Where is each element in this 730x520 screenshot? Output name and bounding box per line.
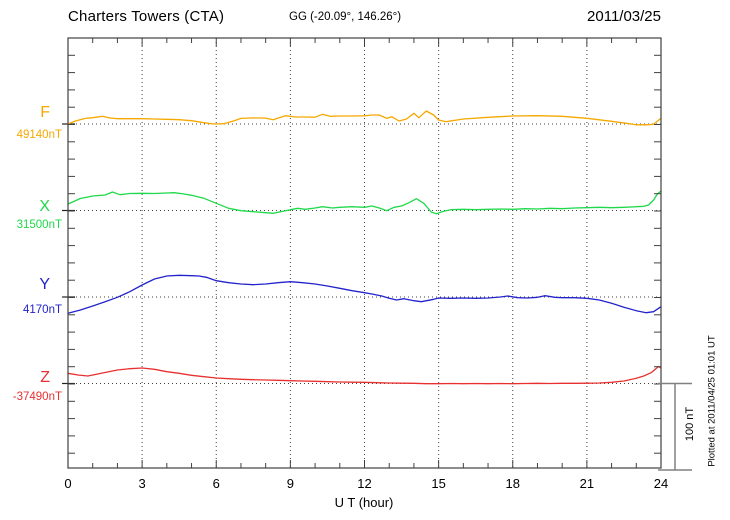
station-title: Charters Towers (CTA) bbox=[68, 8, 225, 25]
plot-timestamp-note: Plotted at 2011/04/25 01:01 UT bbox=[706, 335, 718, 467]
x-axis-tick-label: 15 bbox=[431, 476, 446, 491]
component-baseline-y: 4170nT bbox=[22, 304, 62, 316]
component-letter-f: F bbox=[40, 104, 50, 121]
x-axis-tick-label: 12 bbox=[357, 476, 372, 491]
x-axis-tick-label: 6 bbox=[212, 476, 220, 491]
component-letter-z: Z bbox=[40, 369, 50, 386]
x-axis-tick-label: 9 bbox=[286, 476, 294, 491]
x-axis-tick-label: 21 bbox=[579, 476, 595, 491]
x-axis-tick-label: 3 bbox=[138, 476, 146, 491]
x-axis-tick-label: 24 bbox=[653, 476, 669, 491]
component-letter-y: Y bbox=[39, 276, 50, 293]
component-baseline-z: -37490nT bbox=[12, 391, 62, 403]
x-axis-tick-label: 0 bbox=[64, 476, 72, 491]
component-label-x: X 31500nT bbox=[0, 199, 62, 232]
geographic-coordinates: GG (-20.09°, 146.26°) bbox=[289, 11, 402, 23]
scale-bar-label: 100 nT bbox=[684, 406, 696, 442]
component-label-y: Y 4170nT bbox=[0, 277, 62, 317]
plot-date: 2011/03/25 bbox=[587, 8, 661, 25]
x-axis-tick-label: 18 bbox=[505, 476, 520, 491]
x-axis-title: U T (hour) bbox=[334, 495, 394, 510]
component-label-f: F 49140nT bbox=[0, 105, 62, 142]
component-baseline-x: 31500nT bbox=[16, 219, 62, 231]
x-axis-tick-labels: 0 3 6 9 12 15 18 21 24 bbox=[0, 476, 730, 492]
component-baseline-f: 49140nT bbox=[16, 129, 62, 141]
component-label-z: Z -37490nT bbox=[0, 370, 62, 404]
component-letter-x: X bbox=[39, 198, 50, 215]
